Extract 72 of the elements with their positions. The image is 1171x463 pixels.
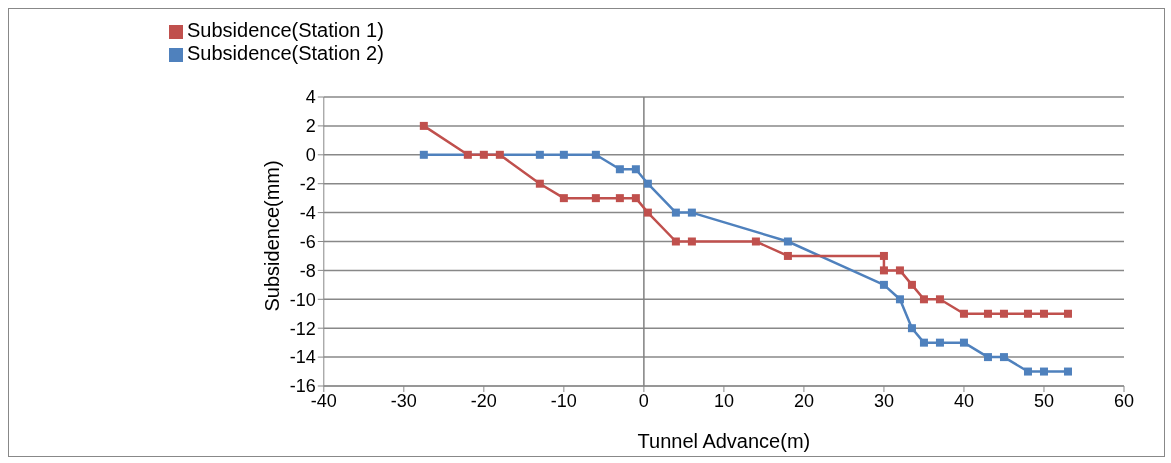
point [879, 280, 888, 289]
y-tick-label: -2 [299, 174, 316, 195]
point [1023, 367, 1032, 376]
y-tick-label: -16 [289, 376, 316, 397]
point [1063, 367, 1072, 376]
point [1039, 309, 1048, 318]
y-axis-title: Subsidence(mm) [260, 160, 283, 312]
point [895, 295, 904, 304]
y-tick-label: -12 [289, 318, 316, 339]
point [751, 237, 760, 246]
point [631, 165, 640, 174]
point [643, 208, 652, 217]
point [907, 280, 916, 289]
legend-label: Subsidence(Station 2) [187, 42, 384, 64]
point [643, 179, 652, 188]
x-tick-label: 30 [873, 390, 894, 411]
x-tick-label: -10 [550, 390, 577, 411]
legend-label: Subsidence(Station 1) [187, 19, 384, 41]
y-tick-label: -10 [289, 289, 316, 310]
point [559, 150, 568, 159]
x-tick-label: -20 [470, 390, 497, 411]
y-tick-label: -4 [299, 202, 316, 223]
point [671, 237, 680, 246]
y-tick-label: -6 [299, 231, 316, 252]
y-tick-label: -14 [289, 347, 316, 368]
point [1039, 367, 1048, 376]
point [935, 338, 944, 347]
y-tick-label: -8 [299, 260, 316, 281]
point [783, 237, 792, 246]
point [495, 150, 504, 159]
point [615, 165, 624, 174]
point [983, 309, 992, 318]
x-tick-label: 50 [1033, 390, 1054, 411]
point [959, 338, 968, 347]
x-tick-label: 60 [1113, 390, 1135, 411]
point [535, 150, 544, 159]
point [419, 150, 428, 159]
point [999, 309, 1008, 318]
point [907, 324, 916, 333]
y-tick-label: 2 [305, 116, 316, 137]
point [879, 251, 888, 260]
x-tick-label: 0 [638, 390, 649, 411]
x-tick-label: 20 [793, 390, 814, 411]
point [935, 295, 944, 304]
point [463, 150, 472, 159]
x-tick-label: 10 [713, 390, 734, 411]
point [687, 208, 696, 217]
point [535, 179, 544, 188]
point [879, 266, 888, 275]
point [479, 150, 488, 159]
point [895, 266, 904, 275]
point [919, 338, 928, 347]
point [419, 121, 428, 130]
point [559, 194, 568, 203]
point [1063, 309, 1072, 318]
point [783, 251, 792, 260]
point [919, 295, 928, 304]
point [671, 208, 680, 217]
x-axis-title: Tunnel Advance(m) [637, 430, 811, 452]
point [1023, 309, 1032, 318]
point [959, 309, 968, 318]
point [983, 353, 992, 362]
x-tick-label: 40 [953, 390, 974, 411]
y-tick-label: 4 [305, 87, 316, 108]
y-tick-label: 0 [305, 145, 316, 166]
point [615, 194, 624, 203]
x-tick-label: -30 [390, 390, 417, 411]
point [631, 194, 640, 203]
point [999, 353, 1008, 362]
point [591, 194, 600, 203]
point [591, 150, 600, 159]
point [687, 237, 696, 246]
